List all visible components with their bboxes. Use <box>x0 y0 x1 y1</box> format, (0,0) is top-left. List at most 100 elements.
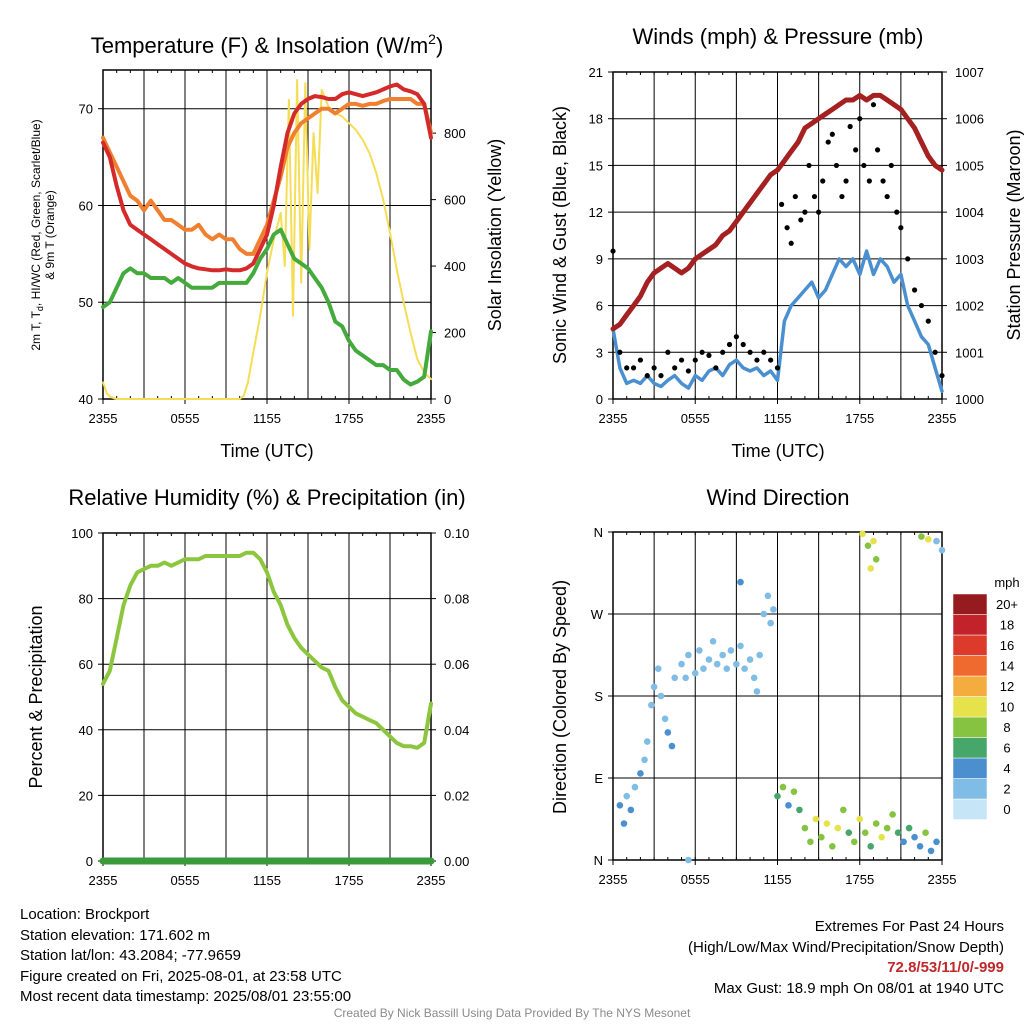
legend-swatch <box>952 757 988 779</box>
wind-direction-point <box>900 838 907 846</box>
wind-direction-point <box>905 824 913 832</box>
legend-swatch <box>952 696 988 718</box>
dewpoint-line <box>101 227 433 387</box>
gust-point <box>720 349 726 355</box>
y-tick-label: 9 <box>596 252 603 267</box>
legend-swatch <box>952 798 988 820</box>
wind-direction-point <box>872 820 880 827</box>
gust-point <box>802 209 808 215</box>
wind-direction-point <box>637 770 644 777</box>
wind-direction-point <box>878 833 885 841</box>
y-right-tick-label: 0.08 <box>444 592 469 607</box>
wind-direction-point <box>746 656 754 663</box>
station-pressure-line <box>610 92 945 332</box>
y-right-tick-label: 1005 <box>955 158 984 173</box>
wind-direction-point <box>864 542 872 549</box>
wind-direction-point <box>770 606 777 613</box>
extremes-subheading: (High/Low/Max Wind/Precipitation/Snow De… <box>688 938 1004 956</box>
y-right-tick-label: 0.10 <box>444 526 469 541</box>
y-right-tick-label: 600 <box>444 193 466 208</box>
gust-point <box>811 193 818 200</box>
legend-label: 0 <box>1003 802 1010 817</box>
y-tick-label: 70 <box>79 102 93 117</box>
elevation-text: Station elevation: 171.602 m <box>20 926 211 944</box>
y-tick-label: 100 <box>71 526 93 541</box>
y-tick-label: 18 <box>589 112 603 127</box>
gust-point <box>774 365 781 371</box>
wind-direction-point <box>927 847 935 855</box>
gust-point <box>685 368 691 374</box>
gust-point <box>861 162 867 169</box>
gust-point <box>610 248 616 254</box>
x-tick-label: 1155 <box>764 872 792 887</box>
gust-point <box>825 139 831 145</box>
gust-point <box>939 373 945 379</box>
x-tick-label: 1755 <box>845 411 874 426</box>
gust-point <box>870 102 877 108</box>
legend-label: 6 <box>1003 741 1010 756</box>
chart-title: Temperature (F) & Insolation (W/m2) <box>91 31 444 58</box>
legend-swatch <box>952 593 988 615</box>
gust-point <box>829 131 835 137</box>
y-tick-label: 40 <box>79 392 93 407</box>
x-tick-label: 2355 <box>89 873 118 888</box>
x-tick-label: 2355 <box>928 872 957 887</box>
recent-data-text: Most recent data timestamp: 2025/08/01 2… <box>20 988 352 1005</box>
gust-point <box>857 116 863 122</box>
legend-swatch <box>952 737 988 759</box>
wind-direction-point <box>796 806 803 814</box>
x-tick-label: 2355 <box>599 872 628 887</box>
y-right-tick-label: 400 <box>444 259 466 274</box>
wind-direction-point <box>801 824 809 832</box>
wind-direction-point <box>918 533 925 540</box>
wind-direction-point <box>753 688 761 695</box>
gust-point <box>888 162 894 169</box>
x-tick-label: 2355 <box>417 873 446 888</box>
wind-direction-point <box>664 729 672 736</box>
wind-direction-point <box>700 665 707 672</box>
temperature-line <box>101 82 433 273</box>
gust-point <box>839 193 845 200</box>
wind-direction-point <box>867 843 875 850</box>
y-tick-label: 60 <box>79 657 93 672</box>
y-tick-label: 21 <box>589 65 603 80</box>
wind-direction-point <box>709 638 717 645</box>
wind-direction-point <box>623 792 631 800</box>
y-right-tick-label: 1004 <box>955 205 984 220</box>
y-axis-label-left: Percent & Precipitation <box>26 605 46 788</box>
gust-point <box>779 201 785 207</box>
legend-swatch <box>952 716 988 738</box>
wind-direction-point <box>657 692 665 700</box>
wind-direction-point <box>654 665 662 672</box>
wind-direction-point <box>774 792 781 800</box>
wind-direction-point <box>870 537 877 545</box>
gust-point <box>894 209 900 215</box>
y-tick-label: W <box>591 607 604 622</box>
gust-point <box>665 349 671 355</box>
wind-direction-point <box>727 647 735 654</box>
legend-swatch <box>952 655 988 677</box>
wind-direction-point <box>859 530 866 538</box>
x-tick-label: 2355 <box>599 411 628 426</box>
legend-label: 12 <box>1000 679 1014 694</box>
y-right-tick-label: 200 <box>444 326 466 341</box>
wind-direction-point <box>834 824 842 832</box>
gust-point <box>918 302 925 309</box>
gust-point <box>880 178 886 184</box>
gust-point <box>658 373 664 379</box>
x-tick-label: 1755 <box>335 411 364 426</box>
wind-direction-point <box>818 833 825 841</box>
wind-direction-point <box>790 788 798 795</box>
gust-point <box>754 357 760 363</box>
x-tick-label: 2355 <box>417 411 446 426</box>
wind-direction-point <box>856 815 864 823</box>
gust-point <box>617 349 623 355</box>
chart-title: Winds (mph) & Pressure (mb) <box>633 24 924 49</box>
wind-direction-point <box>648 701 655 709</box>
wind-direction-point <box>641 756 648 764</box>
gust-point <box>843 178 849 184</box>
wind-direction-point <box>737 578 744 586</box>
wind-direction-point <box>933 838 940 846</box>
x-axis-label: Time (UTC) <box>731 441 824 461</box>
legend-swatch <box>952 778 988 800</box>
